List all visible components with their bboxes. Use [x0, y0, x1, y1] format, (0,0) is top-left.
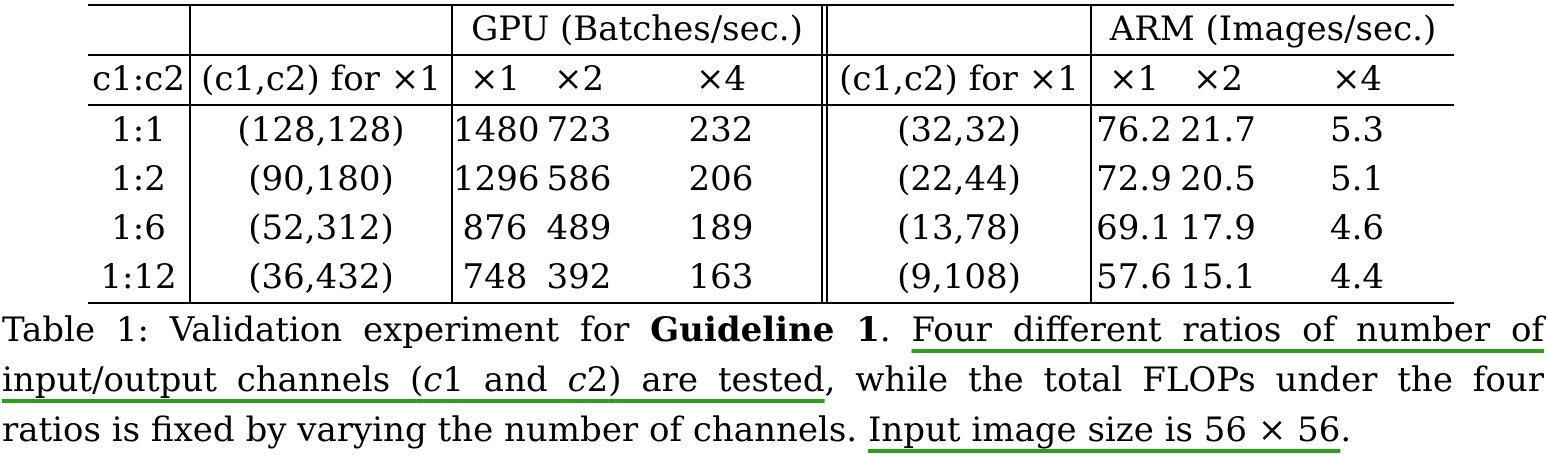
caption-and: and: [463, 360, 568, 400]
caption-highlight-line1: Four different ratios of number of: [911, 310, 1545, 350]
table-cell-arm-channels: (9,108): [897, 257, 1021, 297]
table-cell-ratio: 1:6: [111, 208, 166, 248]
table-cell-arm-x4: 5.3: [1329, 110, 1385, 150]
table-cell-ratio: 1:12: [100, 257, 177, 297]
table-cell-gpu-channels: (36,432): [248, 257, 394, 297]
table-cell-ratio: 1:1: [111, 110, 166, 150]
caption-comma: ,: [824, 360, 836, 400]
table-cell-arm-channels: (13,78): [897, 208, 1021, 248]
col-header-ratio: c1:c2: [92, 59, 185, 99]
table-cell-gpu-x1: 748: [462, 257, 528, 297]
table-cell-ratio: 1:2: [111, 159, 166, 199]
table-bottom-rule: [88, 302, 1454, 304]
table-cell-gpu-x4: 206: [688, 159, 754, 199]
table-vrule-4: [826, 4, 828, 304]
table-header-rule: [88, 104, 1454, 106]
table-cell-arm-channels: (22,44): [897, 159, 1021, 199]
table-cell-arm-x4: 5.1: [1329, 159, 1385, 199]
table-vrule-2: [451, 4, 453, 304]
caption-highlight-2: Input image size is 56 × 56: [867, 410, 1341, 450]
table-cell-arm-x4: 4.6: [1329, 208, 1385, 248]
table-cell-gpu-channels: (90,180): [248, 159, 394, 199]
table-cell-gpu-x4: 232: [688, 110, 754, 150]
caption-line-2: input/output channels (c1 and c2) are te…: [2, 355, 1544, 405]
caption-num-c1: 1: [442, 360, 464, 400]
table-cell-arm-channels: (32,32): [897, 110, 1021, 150]
caption-text-middle: while the total FLOPs under the four: [855, 360, 1544, 400]
col-header-gpu-x2: ×2: [553, 59, 605, 99]
table-caption: Table 1: Validation experiment for Guide…: [2, 305, 1544, 455]
caption-text-line3: ratios is fixed by varying the number of…: [2, 410, 858, 450]
arm-group-header: ARM (Images/sec.): [1109, 9, 1437, 49]
table-cell-gpu-x1: 1296: [453, 159, 540, 199]
table-cell-gpu-x2: 489: [546, 208, 612, 248]
caption-label: Table 1:: [2, 310, 149, 350]
gpu-group-header: GPU (Batches/sec.): [471, 9, 803, 49]
table-cell-arm-x2: 17.9: [1180, 208, 1256, 248]
table-cell-gpu-channels: (128,128): [237, 110, 405, 150]
table-cell-arm-x4: 4.4: [1329, 257, 1385, 297]
results-table: GPU (Batches/sec.) ARM (Images/sec.) c1:…: [88, 4, 1454, 304]
col-header-arm-x4: ×4: [1331, 59, 1383, 99]
col-header-gpu-channels: (c1,c2) for ×1: [201, 59, 441, 99]
table-cell-gpu-x4: 189: [688, 208, 754, 248]
caption-final-period: .: [1340, 410, 1352, 450]
caption-line-1: Table 1: Validation experiment for Guide…: [2, 305, 1544, 355]
caption-var-c2: c: [567, 360, 587, 400]
caption-highlight-line2-b: ) are tested: [608, 360, 825, 400]
table-cell-gpu-x2: 586: [546, 159, 612, 199]
table-cell-gpu-x2: 392: [546, 257, 612, 297]
caption-line-3: ratios is fixed by varying the number of…: [2, 405, 1544, 455]
table-top-rule: [88, 4, 1454, 6]
table-cell-arm-x1: 76.2: [1096, 110, 1172, 150]
caption-highlight-line2: input/output channels (c1 and c2) are te…: [2, 360, 825, 400]
table-cell-arm-x2: 21.7: [1180, 110, 1256, 150]
table-cell-gpu-x1: 876: [462, 208, 528, 248]
table-cell-arm-x2: 20.5: [1180, 159, 1256, 199]
col-header-gpu-x1: ×1: [469, 59, 521, 99]
table-cell-arm-x2: 15.1: [1180, 257, 1256, 297]
table-vrule-3: [821, 4, 823, 304]
table-cell-gpu-x4: 163: [688, 257, 754, 297]
caption-text-start: Validation experiment for: [169, 310, 630, 350]
table-cell-arm-x1: 69.1: [1096, 208, 1172, 248]
table-cell-gpu-x2: 723: [546, 110, 612, 150]
caption-period: .: [879, 310, 891, 350]
col-header-arm-x2: ×2: [1192, 59, 1244, 99]
caption-num-c2: 2: [586, 360, 609, 400]
table-header-group-rule: [88, 54, 1454, 56]
table-vrule-5: [1090, 4, 1092, 304]
table-cell-arm-x1: 72.9: [1096, 159, 1172, 199]
col-header-gpu-x4: ×4: [695, 59, 747, 99]
col-header-arm-x1: ×1: [1108, 59, 1160, 99]
table-cell-arm-x1: 57.6: [1096, 257, 1172, 297]
col-header-arm-channels: (c1,c2) for ×1: [839, 59, 1079, 99]
caption-var-c1: c: [423, 360, 443, 400]
table-cell-gpu-x1: 1480: [453, 110, 540, 150]
table-vrule-1: [189, 4, 191, 304]
caption-guideline-bold: Guideline 1: [650, 310, 880, 350]
caption-highlight-line2-a: input/output channels (: [2, 360, 424, 400]
table-cell-gpu-channels: (52,312): [248, 208, 394, 248]
